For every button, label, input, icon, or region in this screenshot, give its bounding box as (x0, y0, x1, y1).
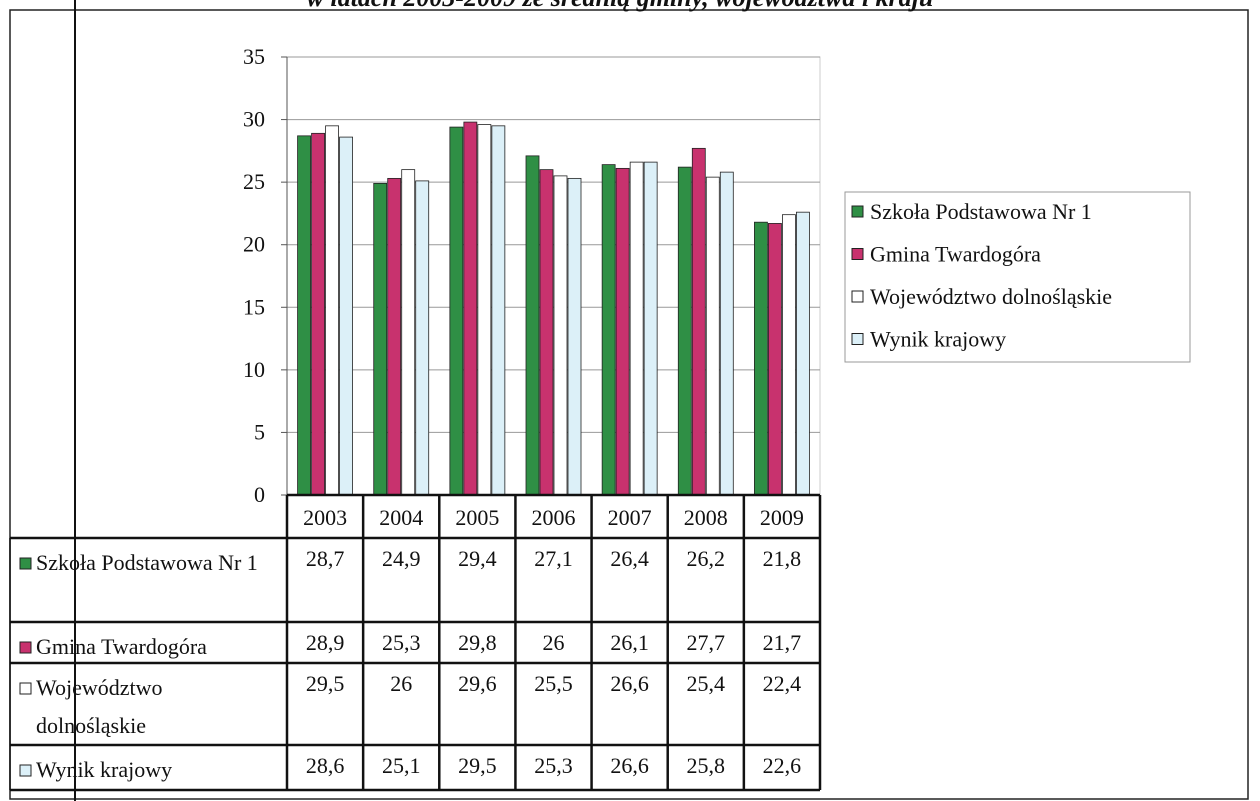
table-value: 21,8 (763, 546, 802, 571)
y-tick-label: 35 (243, 44, 265, 69)
table-row-label-box: Województwo dolnośląskie (36, 675, 163, 738)
legend-label: Wynik krajowy (870, 327, 1006, 352)
table-row-label: Szkoła Podstawowa Nr 1 (36, 550, 258, 575)
legend-label: Województwo dolnośląskie (870, 284, 1112, 309)
table-legend-marker (19, 641, 32, 654)
bar (415, 180, 430, 496)
bar (373, 182, 388, 496)
table-value: 27,7 (687, 630, 726, 655)
bar (567, 177, 582, 496)
bar (311, 132, 325, 496)
table-value: 24,9 (382, 546, 421, 571)
table-value: 29,5 (458, 753, 497, 778)
table-value: 28,9 (306, 630, 345, 655)
bar (615, 167, 630, 496)
table-value: 29,5 (306, 671, 345, 696)
bar (643, 161, 658, 496)
y-tick-label: 10 (243, 357, 265, 382)
table-value: 29,6 (458, 671, 497, 696)
table-value: 26 (543, 630, 565, 655)
bar (629, 161, 644, 496)
table-row-label-box: Szkoła Podstawowa Nr 1 (36, 550, 258, 575)
table-legend-marker (19, 557, 32, 570)
bar (796, 211, 810, 496)
y-tick-label: 15 (243, 294, 265, 319)
plot-area (286, 56, 821, 496)
table-legend-marker (19, 682, 32, 695)
table-value: 22,4 (763, 671, 802, 696)
bar (782, 214, 796, 496)
table-value: 25,3 (382, 630, 421, 655)
legend-marker (851, 248, 864, 260)
bar (401, 169, 416, 496)
x-tick-label: 2006 (532, 505, 576, 530)
chart-title: w latach 2003-2009 ze średnią gminy, woj… (307, 0, 934, 12)
x-tick-label: 2008 (684, 505, 728, 530)
table-value: 25,4 (687, 671, 726, 696)
bar (691, 147, 706, 496)
x-tick-label: 2004 (379, 505, 423, 530)
bar (339, 136, 353, 496)
table-value: 25,3 (534, 753, 573, 778)
y-tick-label: 20 (243, 232, 265, 257)
table-row-label-box: Wynik krajowy (36, 757, 173, 782)
bar (449, 126, 464, 496)
bar (601, 164, 616, 496)
y-tick-label: 30 (243, 107, 265, 132)
table-legend-marker (19, 764, 32, 777)
bar (325, 125, 339, 496)
legend-label: Gmina Twardogóra (870, 242, 1041, 267)
table-value: 26,2 (687, 546, 726, 571)
bar (553, 175, 568, 496)
x-tick-label: 2007 (608, 505, 652, 530)
x-tick-label: 2003 (303, 505, 347, 530)
table-value: 26 (390, 671, 412, 696)
table-value: 28,7 (306, 546, 345, 571)
table-value: 25,8 (687, 753, 726, 778)
bar (539, 169, 554, 496)
bar (525, 155, 540, 496)
table-row-label: Gmina Twardogóra (36, 634, 207, 659)
table-row-label: Województwo dolnośląskie (36, 675, 163, 738)
bar (719, 171, 734, 496)
bar (754, 221, 768, 496)
table-value: 26,6 (610, 671, 649, 696)
table-value: 25,5 (534, 671, 573, 696)
table-value: 28,6 (306, 753, 345, 778)
table-value: 27,1 (534, 546, 573, 571)
legend-box (844, 191, 1191, 363)
legend-marker (851, 205, 864, 218)
bar (705, 176, 720, 496)
bar (297, 135, 311, 496)
y-tick-label: 0 (254, 482, 265, 507)
table-row-label-box: Gmina Twardogóra (36, 634, 207, 659)
bar (768, 223, 782, 496)
table-value: 29,8 (458, 630, 497, 655)
legend-marker (851, 333, 864, 345)
table-value: 21,7 (763, 630, 802, 655)
table-row-label: Wynik krajowy (36, 757, 173, 782)
x-tick-label: 2009 (760, 505, 804, 530)
x-tick-label: 2005 (455, 505, 499, 530)
bar (387, 177, 402, 496)
chart-border (9, 9, 1249, 800)
table-value: 26,1 (610, 630, 649, 655)
table-value: 22,6 (763, 753, 802, 778)
table-value: 26,6 (610, 753, 649, 778)
bar (491, 125, 506, 496)
y-tick-label: 5 (254, 419, 265, 444)
table-value: 29,4 (458, 546, 497, 571)
bar (677, 166, 692, 496)
table-value: 25,1 (382, 753, 421, 778)
bar (477, 124, 492, 496)
legend-label: Szkoła Podstawowa Nr 1 (870, 199, 1092, 224)
legend-marker (851, 290, 864, 303)
table-value: 26,4 (610, 546, 649, 571)
bar (463, 121, 478, 496)
y-tick-label: 25 (243, 169, 265, 194)
